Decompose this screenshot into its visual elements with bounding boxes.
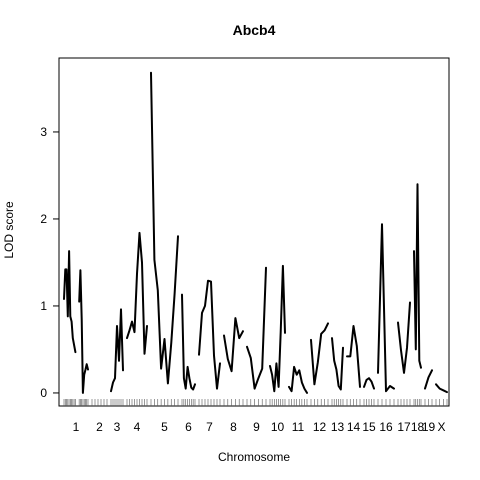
y-axis: 0 1 2 3 <box>40 125 59 400</box>
lod-line-chr17-seg1 <box>398 303 410 373</box>
x-tick-label-5: 5 <box>161 420 168 434</box>
x-tick-label-11: 11 <box>292 420 305 434</box>
x-tick-label-4: 4 <box>134 420 141 434</box>
x-tick-label-14: 14 <box>347 420 361 434</box>
x-tick-label-13: 13 <box>331 420 345 434</box>
x-tick-label-19: 19 <box>422 420 436 434</box>
x-tick-label-12: 12 <box>313 420 327 434</box>
x-tick-label-8: 8 <box>230 420 237 434</box>
lod-line-chr7-seg1 <box>199 281 220 389</box>
lod-line-chr19-seg1 <box>425 370 432 388</box>
lod-line-chr9-seg1 <box>247 268 266 389</box>
lod-line-chr10-seg1 <box>270 266 285 391</box>
x-tick-label-9: 9 <box>253 420 260 434</box>
lod-line-chr11-seg1 <box>289 367 307 393</box>
lod-line-chr1-seg1 <box>64 251 75 352</box>
lod-line-chr5-seg1 <box>151 73 178 384</box>
x-tick-label-3: 3 <box>114 420 121 434</box>
plot-frame <box>59 58 449 406</box>
y-tick-label-0: 0 <box>40 386 47 400</box>
x-axis-label: Chromosome <box>218 450 290 464</box>
marker-rug <box>64 399 447 406</box>
lod-line-chr16-seg1 <box>378 224 394 391</box>
x-tick-label-7: 7 <box>206 420 213 434</box>
lod-line-chrX-seg1 <box>436 384 447 392</box>
lod-line-chr12-seg1 <box>311 323 328 384</box>
y-tick-label-2: 2 <box>40 212 47 226</box>
lod-line-chr3-seg1 <box>111 309 123 391</box>
x-tick-label-X: X <box>437 420 445 434</box>
lod-line-chr1-seg2 <box>79 270 88 393</box>
y-axis-label: LOD score <box>2 201 16 259</box>
lod-curves <box>64 73 447 393</box>
lod-line-chr18-seg1 <box>414 184 421 368</box>
lod-line-chr13-seg1 <box>332 338 343 389</box>
x-tick-label-1: 1 <box>73 420 80 434</box>
y-tick-label-3: 3 <box>40 125 47 139</box>
x-tick-label-6: 6 <box>185 420 192 434</box>
x-tick-label-10: 10 <box>271 420 285 434</box>
lod-line-chr6-seg1 <box>182 295 195 390</box>
x-tick-label-2: 2 <box>96 420 103 434</box>
y-tick-label-1: 1 <box>40 299 47 313</box>
x-tick-label-17: 17 <box>397 420 411 434</box>
lod-line-chr4-seg1 <box>127 233 147 354</box>
lod-line-chr15-seg1 <box>364 378 374 388</box>
chart-title: Abcb4 <box>233 22 276 38</box>
x-tick-label-16: 16 <box>379 420 393 434</box>
lod-line-chr8-seg1 <box>224 318 243 371</box>
lod-line-chr14-seg1 <box>347 326 360 387</box>
x-tick-label-15: 15 <box>362 420 376 434</box>
